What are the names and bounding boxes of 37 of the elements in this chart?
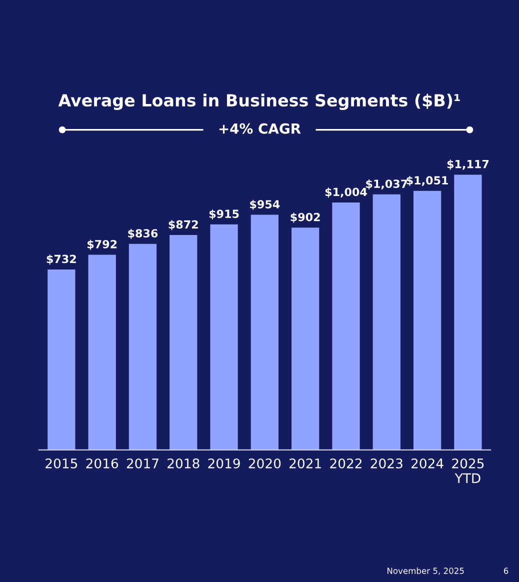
text: November 5, 2025 [387,567,464,575]
x-tick-label: 2022 [330,458,362,468]
bar [332,202,360,450]
x-tick-label: 2018 [168,458,200,468]
bar [292,228,320,450]
bar [454,174,482,450]
x-tick-label: 2015 [46,458,78,468]
x-tick-label: 2021 [290,458,321,468]
x-tick-label: 2016 [86,458,118,468]
data-label: $1,117 [447,160,489,170]
data-label: $915 [209,209,239,220]
x-tick-label: 2019 [208,458,240,468]
bar [48,269,76,450]
x-tick-label: 2025 YTD [452,458,484,484]
text: +4% CAGR [219,123,301,134]
data-label: $836 [128,228,158,240]
x-tick-label: 2023 [370,458,402,468]
bar [210,224,238,450]
bar [413,190,442,450]
chart-title: Average Loans in Business Segments ($B)¹ [58,94,460,110]
data-label: $1,037 [366,179,408,190]
bar [128,244,157,450]
bar [170,234,198,450]
data-label: $954 [250,200,280,210]
x-tick-label: 2024 [411,458,444,468]
x-tick-label: 2020 [248,458,281,468]
data-label: $872 [168,220,198,230]
x-tick-label: 2017 [126,458,158,468]
data-label: $792 [87,240,117,250]
bar [88,254,116,450]
bar [250,214,279,450]
bar [372,194,400,450]
data-label: $1,004 [325,188,367,198]
data-label: $1,051 [406,176,448,186]
data-label: $902 [290,212,320,223]
text: 6 [504,568,508,574]
data-label: $732 [46,254,76,265]
